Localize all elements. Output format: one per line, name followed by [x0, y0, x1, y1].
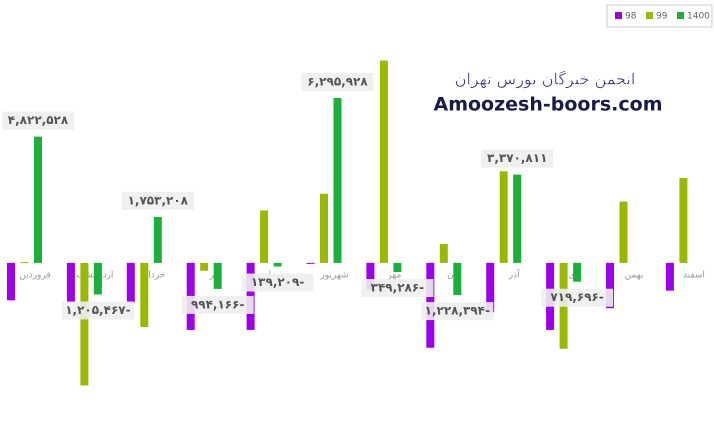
bar [439, 244, 448, 263]
watermark-url: Amoozesh-boors.com [434, 94, 663, 116]
bar [665, 262, 674, 291]
bar [379, 60, 388, 263]
bar [273, 262, 282, 267]
watermark-title: انجمن خبرگان بورس تهران [455, 70, 636, 90]
value-label: ۷۱۹,۶۹۶- [550, 290, 604, 304]
value-label: ۳۴۹,۲۸۶- [371, 281, 425, 295]
x-tick-label: خرداد [144, 270, 165, 280]
legend-label: 98 [625, 12, 637, 22]
value-label-box [2, 111, 74, 130]
bar [140, 262, 149, 328]
bar [453, 262, 462, 296]
x-tick-label: آذر [508, 268, 520, 280]
x-tick-label: فروردین [19, 270, 50, 280]
legend-swatch [615, 12, 622, 19]
bar [200, 262, 209, 271]
value-label-box [241, 273, 314, 292]
bar [393, 262, 402, 273]
bar [619, 201, 628, 263]
legend-label: 1400 [687, 12, 710, 22]
bar [126, 262, 135, 303]
bar [606, 262, 614, 309]
bar [260, 210, 269, 263]
value-label: ۶,۲۹۵,۹۲۸ [307, 75, 368, 89]
value-label-box [61, 301, 134, 320]
x-tick-label: شهریور [319, 270, 348, 280]
bar [93, 262, 102, 295]
x-tick-label: اسفند [683, 270, 705, 280]
value-label-box [421, 302, 494, 321]
bar [153, 216, 162, 263]
bar [80, 262, 89, 386]
bar [513, 174, 522, 263]
legend-swatch [646, 12, 653, 19]
value-label-box [361, 279, 434, 298]
value-label: ۱,۲۲۸,۳۹۴- [425, 304, 490, 318]
legend-box [606, 4, 713, 28]
value-label-box [301, 73, 374, 92]
bar [7, 262, 15, 301]
value-label: ۳,۳۷۰,۸۱۱ [487, 151, 547, 165]
x-tick-label: مهر [386, 270, 401, 280]
value-label: ۱,۷۵۳,۲۰۸ [128, 193, 189, 207]
bar [20, 262, 29, 264]
bar [679, 178, 688, 263]
legend-swatch [677, 12, 684, 19]
value-label: ۱۳۹,۲۰۹- [251, 275, 305, 289]
legend-label: 99 [656, 12, 668, 22]
x-tick-label: بهمن [625, 270, 644, 280]
bar [486, 262, 495, 313]
bar [306, 262, 315, 264]
bar [333, 98, 342, 263]
bar [366, 262, 375, 290]
bar [573, 262, 582, 282]
value-label: ۹۹۴,۱۶۶- [191, 297, 245, 311]
value-label: ۴,۸۲۲,۵۲۸ [8, 113, 69, 127]
bar [499, 171, 508, 263]
bar [34, 136, 42, 263]
bar [213, 262, 222, 289]
value-label-box [541, 288, 614, 307]
value-label-box [481, 149, 554, 168]
value-label: ۱,۲۰۵,۴۶۷- [65, 303, 130, 317]
bar [320, 193, 328, 263]
value-label-box [121, 191, 194, 210]
value-label-box [181, 295, 254, 314]
bar [66, 262, 75, 303]
